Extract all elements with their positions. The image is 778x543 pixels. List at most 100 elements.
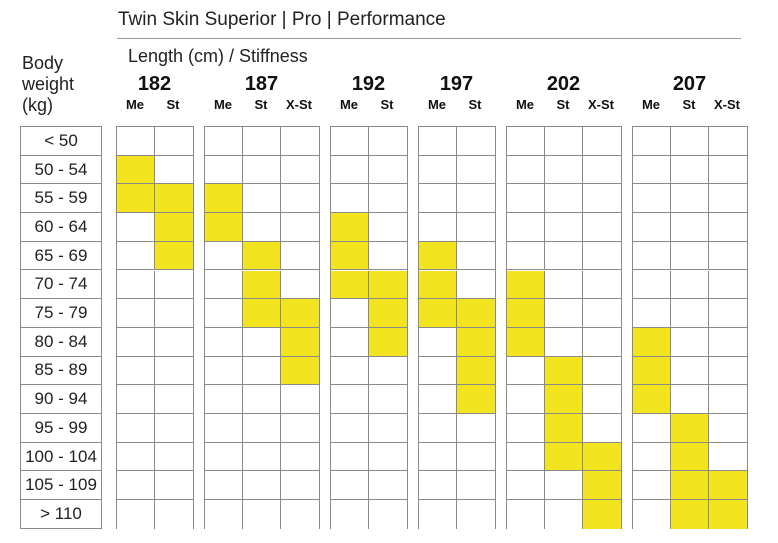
- grid-cell: [709, 270, 747, 300]
- grid-cell: [457, 155, 495, 185]
- recommended-cell: [507, 327, 545, 357]
- grid-cell: [709, 385, 747, 414]
- recommended-cell: [155, 213, 193, 242]
- grid-cell: [545, 299, 583, 328]
- grid-cell: [281, 270, 319, 300]
- length-group-187: [204, 126, 320, 529]
- recommended-cell: [331, 241, 369, 271]
- grid-cell: [205, 270, 243, 300]
- grid-cell: [243, 127, 281, 156]
- grid-cell: [633, 127, 671, 156]
- grid-cell: [155, 155, 193, 185]
- recommended-cell: [633, 327, 671, 357]
- weight-class-cell: 90 - 94: [21, 385, 101, 414]
- stiffness-label: St: [468, 97, 482, 112]
- grid-cell: [243, 414, 281, 443]
- grid-cell: [331, 385, 369, 414]
- length-label: 187: [244, 73, 279, 95]
- weight-class-cell: > 110: [40, 504, 82, 524]
- grid-cell: [709, 213, 747, 242]
- grid-cell: [507, 500, 545, 529]
- grid-cell: [633, 213, 671, 242]
- grid-cell: [457, 184, 495, 214]
- recommended-cell: [457, 299, 495, 328]
- grid-cell: [369, 127, 407, 156]
- grid-cell: [545, 241, 583, 271]
- grid-cell: [243, 442, 281, 472]
- recommended-cell: [457, 385, 495, 414]
- recommended-cell: [545, 356, 583, 386]
- grid-cell: [331, 184, 369, 214]
- grid-cell: [117, 327, 155, 357]
- grid-cell: [331, 356, 369, 386]
- grid-cell: [709, 184, 747, 214]
- stiffness-label: St: [166, 97, 180, 112]
- grid-cell: [369, 442, 407, 472]
- recommended-cell: [671, 500, 709, 529]
- grid-cell: [671, 241, 709, 271]
- grid-cell: [419, 127, 457, 156]
- grid-cell: [507, 442, 545, 472]
- weight-header: Body weight (kg): [22, 53, 82, 116]
- grid-cell: [281, 127, 319, 156]
- grid-cell: [419, 155, 457, 185]
- grid-cell: [369, 500, 407, 529]
- stiffness-label: X-St: [714, 97, 740, 112]
- grid-cell: [281, 155, 319, 185]
- grid-cell: [281, 500, 319, 529]
- grid-cell: [583, 414, 621, 443]
- grid-cell: [117, 442, 155, 472]
- grid-cell: [331, 327, 369, 357]
- grid-cell: [369, 213, 407, 242]
- grid-cell: [671, 155, 709, 185]
- grid-cell: [671, 385, 709, 414]
- grid-cell: [419, 500, 457, 529]
- grid-cell: [331, 155, 369, 185]
- grid-cell: [205, 471, 243, 501]
- length-group-197: [418, 126, 496, 529]
- grid-cell: [205, 500, 243, 529]
- grid-cell: [671, 184, 709, 214]
- recommended-cell: [671, 442, 709, 472]
- grid-cell: [583, 299, 621, 328]
- recommended-cell: [331, 270, 369, 300]
- grid-cell: [545, 500, 583, 529]
- weight-class-cell: 100 - 104: [21, 443, 101, 472]
- grid-cell: [671, 356, 709, 386]
- recommended-cell: [369, 270, 407, 300]
- chart-title: Twin Skin Superior | Pro | Performance: [118, 9, 446, 30]
- length-group-207: [632, 126, 748, 529]
- grid-cell: [331, 127, 369, 156]
- grid-cell: [369, 471, 407, 501]
- recommended-cell: [117, 184, 155, 214]
- length-label: 192: [351, 73, 386, 95]
- grid-cell: [507, 184, 545, 214]
- grid-cell: [583, 356, 621, 386]
- grid-cell: [507, 414, 545, 443]
- grid-cell: [117, 500, 155, 529]
- recommended-cell: [281, 327, 319, 357]
- grid-cell: [205, 356, 243, 386]
- grid-cell: [507, 241, 545, 271]
- grid-cell: [457, 471, 495, 501]
- grid-cell: [583, 241, 621, 271]
- recommended-cell: [545, 442, 583, 472]
- grid-cell: [243, 184, 281, 214]
- grid-cell: [117, 241, 155, 271]
- length-label: 202: [546, 73, 581, 95]
- weight-class-cell: 50 - 54: [21, 156, 101, 185]
- grid-cell: [633, 414, 671, 443]
- weight-class-cell: 75 - 79: [21, 299, 101, 328]
- grid-cell: [369, 385, 407, 414]
- grid-cell: [457, 213, 495, 242]
- grid-cell: [709, 356, 747, 386]
- grid-cell: [419, 327, 457, 357]
- grid-cell: [281, 385, 319, 414]
- weight-header-line: (kg): [22, 95, 53, 115]
- stiffness-label: St: [682, 97, 696, 112]
- grid-cell: [507, 213, 545, 242]
- grid-cell: [155, 356, 193, 386]
- weight-class-cell: 60 - 64: [21, 213, 101, 242]
- grid-cell: [331, 471, 369, 501]
- length-group-202: [506, 126, 622, 529]
